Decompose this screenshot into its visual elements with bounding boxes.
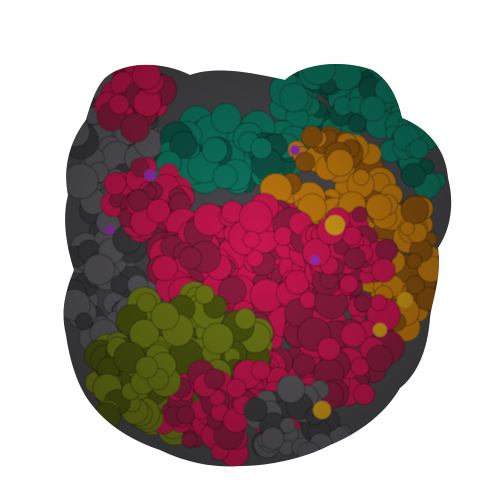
ambient-shading [63,64,452,467]
